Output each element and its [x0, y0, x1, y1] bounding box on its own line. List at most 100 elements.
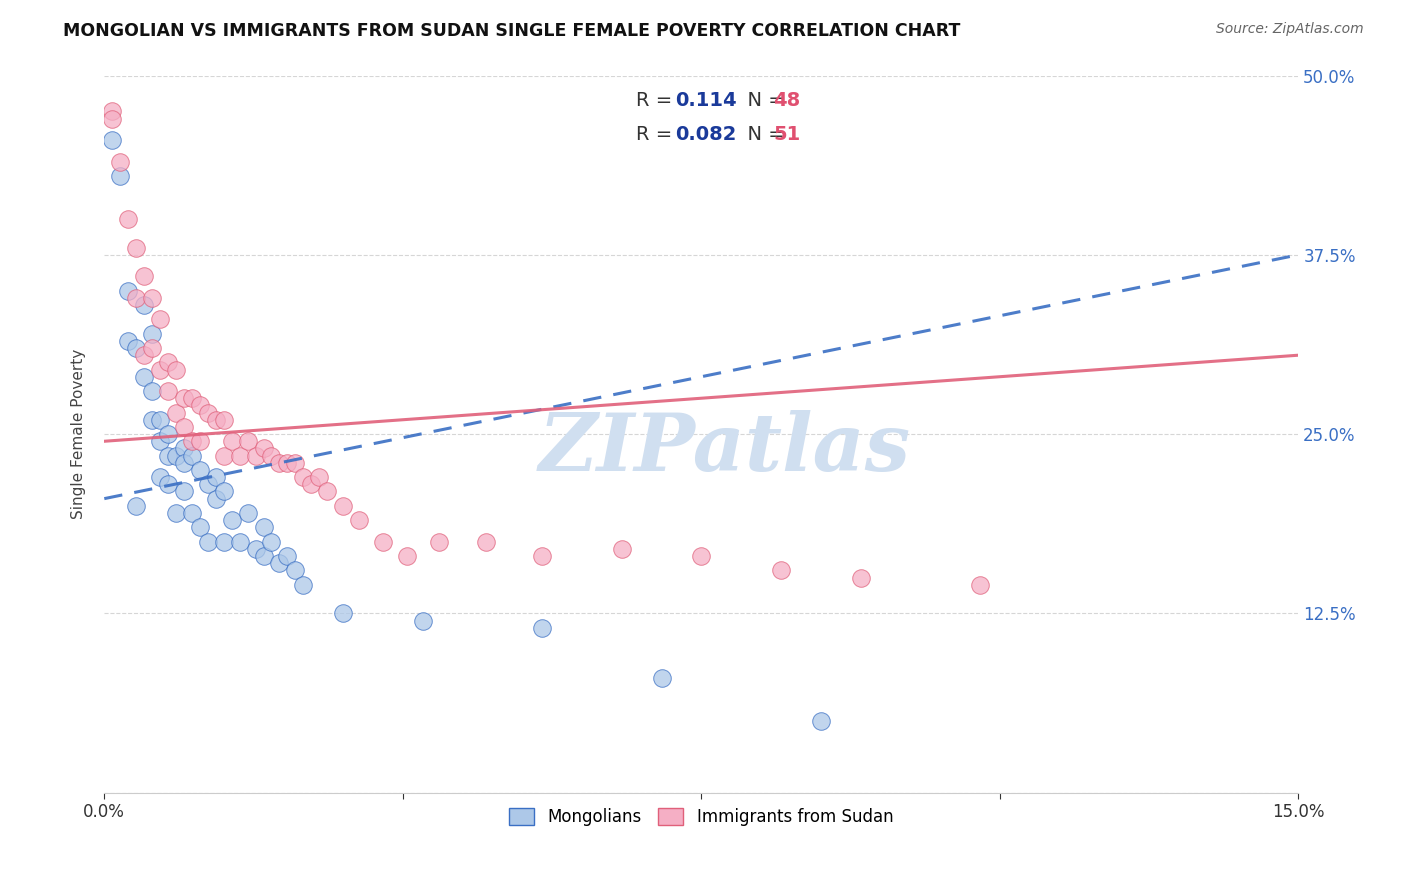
- Text: 0.114: 0.114: [675, 91, 737, 110]
- Point: [141, 291, 163, 305]
- Point: [173, 442, 195, 456]
- Point: [188, 463, 211, 477]
- Point: [132, 269, 155, 284]
- Text: ZIPatlas: ZIPatlas: [538, 409, 911, 487]
- Text: 51: 51: [773, 125, 800, 144]
- Point: [531, 549, 554, 563]
- Point: [141, 413, 163, 427]
- Point: [204, 470, 226, 484]
- Point: [165, 406, 187, 420]
- Point: [132, 369, 155, 384]
- Point: [132, 298, 155, 312]
- Point: [180, 449, 202, 463]
- Legend: Mongolians, Immigrants from Sudan: Mongolians, Immigrants from Sudan: [501, 800, 901, 835]
- Point: [245, 541, 267, 556]
- Point: [101, 104, 124, 119]
- Point: [149, 312, 172, 326]
- Point: [260, 534, 283, 549]
- Point: [149, 434, 172, 449]
- Point: [849, 570, 872, 584]
- Point: [180, 434, 202, 449]
- Point: [276, 456, 298, 470]
- Text: R =: R =: [636, 91, 678, 110]
- Point: [690, 549, 713, 563]
- Point: [197, 534, 219, 549]
- Point: [316, 484, 339, 499]
- Y-axis label: Single Female Poverty: Single Female Poverty: [72, 349, 86, 519]
- Point: [188, 398, 211, 412]
- Point: [180, 506, 202, 520]
- Point: [156, 355, 179, 369]
- Point: [284, 456, 307, 470]
- Point: [531, 621, 554, 635]
- Point: [173, 420, 195, 434]
- Point: [212, 484, 235, 499]
- Point: [269, 456, 291, 470]
- Point: [395, 549, 418, 563]
- Text: R =: R =: [636, 125, 678, 144]
- Point: [204, 491, 226, 506]
- Point: [212, 449, 235, 463]
- Point: [252, 442, 274, 456]
- Point: [810, 714, 832, 728]
- Point: [769, 563, 792, 577]
- Point: [332, 499, 354, 513]
- Point: [125, 291, 148, 305]
- Point: [269, 556, 291, 570]
- Point: [197, 477, 219, 491]
- Text: N =: N =: [735, 125, 790, 144]
- Point: [212, 534, 235, 549]
- Point: [117, 284, 139, 298]
- Text: N =: N =: [735, 91, 790, 110]
- Point: [188, 520, 211, 534]
- Text: 0.082: 0.082: [675, 125, 737, 144]
- Point: [180, 391, 202, 405]
- Point: [475, 534, 498, 549]
- Point: [969, 577, 991, 591]
- Point: [228, 449, 250, 463]
- Point: [188, 434, 211, 449]
- Point: [173, 391, 195, 405]
- Point: [299, 477, 322, 491]
- Point: [165, 362, 187, 376]
- Point: [204, 413, 226, 427]
- Point: [332, 607, 354, 621]
- Point: [149, 362, 172, 376]
- Point: [245, 449, 267, 463]
- Point: [236, 434, 259, 449]
- Point: [117, 211, 139, 226]
- Point: [427, 534, 450, 549]
- Point: [165, 506, 187, 520]
- Point: [610, 541, 633, 556]
- Point: [260, 449, 283, 463]
- Point: [347, 513, 370, 527]
- Point: [412, 614, 434, 628]
- Point: [101, 112, 124, 126]
- Point: [101, 133, 124, 147]
- Point: [132, 348, 155, 362]
- Point: [236, 506, 259, 520]
- Point: [156, 384, 179, 398]
- Point: [371, 534, 394, 549]
- Point: [173, 484, 195, 499]
- Point: [125, 341, 148, 355]
- Point: [284, 563, 307, 577]
- Point: [276, 549, 298, 563]
- Point: [292, 577, 315, 591]
- Point: [117, 334, 139, 348]
- Point: [149, 413, 172, 427]
- Point: [156, 477, 179, 491]
- Point: [308, 470, 330, 484]
- Point: [165, 449, 187, 463]
- Point: [228, 534, 250, 549]
- Point: [212, 413, 235, 427]
- Point: [292, 470, 315, 484]
- Point: [156, 427, 179, 442]
- Point: [197, 406, 219, 420]
- Point: [156, 449, 179, 463]
- Point: [173, 456, 195, 470]
- Text: MONGOLIAN VS IMMIGRANTS FROM SUDAN SINGLE FEMALE POVERTY CORRELATION CHART: MONGOLIAN VS IMMIGRANTS FROM SUDAN SINGL…: [63, 22, 960, 40]
- Point: [110, 154, 132, 169]
- Point: [221, 513, 243, 527]
- Point: [651, 671, 673, 685]
